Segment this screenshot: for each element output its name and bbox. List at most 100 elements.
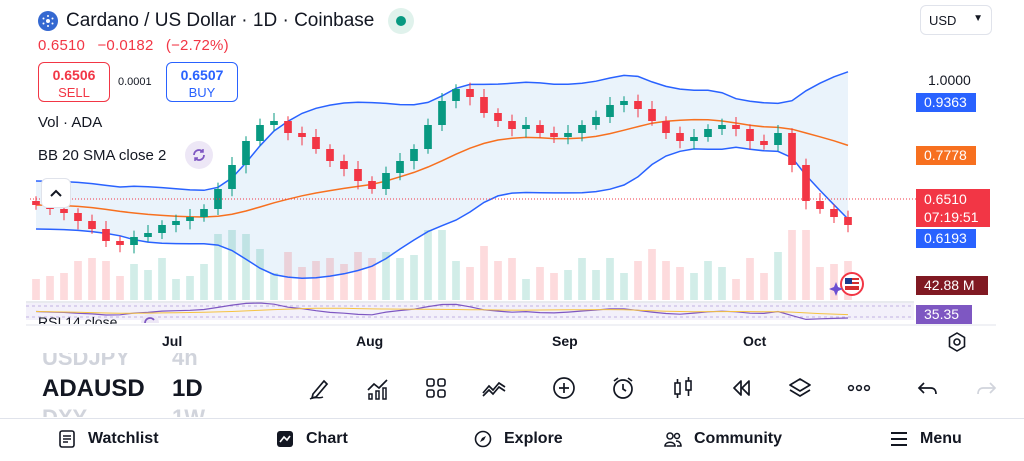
currency-value: USD	[929, 12, 957, 28]
bollinger-lower-line	[35, 146, 849, 279]
candle-body	[172, 221, 180, 225]
candle-body	[550, 133, 558, 137]
bollinger-legend[interactable]: BB 20 SMA close 2	[38, 147, 167, 164]
price-chart[interactable]	[0, 0, 1024, 330]
more-icon[interactable]	[845, 374, 873, 402]
candle-body	[228, 165, 236, 189]
alert-icon[interactable]	[609, 374, 637, 402]
volume-bar	[396, 258, 404, 300]
candle-body	[564, 133, 572, 137]
volume-bar	[564, 270, 572, 300]
candle-body	[648, 109, 656, 121]
candle-body	[452, 89, 460, 101]
volume-bar	[592, 270, 600, 300]
layers-icon[interactable]	[786, 374, 814, 402]
nav-explore[interactable]: Explore	[474, 430, 563, 448]
nav-chart[interactable]: Chart	[276, 430, 348, 448]
candle-body	[760, 141, 768, 145]
candle-body	[144, 233, 152, 237]
volume-bar	[830, 264, 838, 300]
volume-bar	[116, 276, 124, 300]
symbol-title[interactable]: Cardano / US Dollar · 1D · Coinbase	[66, 10, 375, 31]
candle-body	[130, 237, 138, 245]
bb-basis-tag: 0.7778	[916, 146, 976, 165]
volume-bars	[32, 230, 852, 300]
nav-menu[interactable]: Menu	[890, 430, 962, 448]
volume-bar	[536, 267, 544, 300]
spread-value: 0.0001	[118, 76, 152, 88]
chevron-down-icon: ▼	[973, 13, 983, 24]
nav-explore-label: Explore	[504, 430, 563, 447]
volume-bar	[32, 279, 40, 300]
candle-body	[592, 117, 600, 125]
volume-bar	[158, 258, 166, 300]
volume-bar	[410, 255, 418, 300]
bb-lower-tag: 0.6193	[916, 229, 976, 248]
candle-body	[718, 125, 726, 129]
indicators-icon[interactable]	[364, 374, 392, 402]
volume-bar	[606, 258, 614, 300]
time-label-sep: Sep	[552, 333, 578, 349]
volume-bar	[718, 267, 726, 300]
compare-icon[interactable]	[480, 374, 508, 402]
bar-countdown: 07:19:51	[924, 209, 979, 225]
rsi-tag: 35.35	[916, 305, 972, 324]
collapse-legend-button[interactable]	[41, 178, 71, 208]
watchlist-icon	[59, 430, 75, 448]
volume-bar	[242, 234, 250, 300]
candle-body	[200, 209, 208, 217]
us-events-flag-icon	[840, 272, 864, 296]
chart-icon	[277, 431, 293, 447]
candle-body	[298, 133, 306, 137]
candle-body	[746, 129, 754, 141]
symbol-picker[interactable]: USDJPY 4h ADAUSD 1D DXY 1W	[42, 353, 242, 417]
candle-body	[606, 105, 614, 117]
bottom-navigation: Watchlist Chart Explore Community Menu	[0, 418, 1024, 461]
undo-icon[interactable]	[914, 374, 942, 402]
volume-bar	[760, 273, 768, 300]
nav-watchlist[interactable]: Watchlist	[58, 430, 159, 448]
volume-bar	[186, 276, 194, 300]
volume-bar	[438, 230, 446, 300]
volume-bar	[270, 273, 278, 300]
candle-body	[844, 217, 852, 225]
volume-bar	[354, 252, 362, 300]
volume-bar	[508, 258, 516, 300]
candle-body	[256, 125, 264, 141]
replay-icon[interactable]	[727, 374, 755, 402]
candle-body	[676, 133, 684, 141]
add-icon[interactable]	[550, 374, 578, 402]
sell-label: SELL	[58, 85, 90, 100]
buy-price: 0.6507	[180, 67, 224, 83]
nav-community[interactable]: Community	[664, 430, 782, 448]
candle-body	[284, 121, 292, 133]
market-status-icon[interactable]	[388, 8, 415, 34]
candle-body	[536, 125, 544, 133]
candle-body	[270, 121, 278, 125]
buy-button[interactable]: 0.6507 BUY	[166, 62, 238, 102]
last-price-tag: 0.6510 07:19:51	[916, 189, 990, 227]
volume-bar	[340, 264, 348, 300]
draw-icon[interactable]	[306, 374, 334, 402]
volume-bar	[746, 258, 754, 300]
chart-type-icon[interactable]	[669, 374, 697, 402]
sell-button[interactable]: 0.6506 SELL	[38, 62, 110, 102]
candle-body	[620, 101, 628, 105]
volume-legend[interactable]: Vol · ADA	[38, 114, 103, 131]
rsi-legend[interactable]: RSI 14 close	[38, 314, 118, 324]
layouts-icon[interactable]	[422, 374, 450, 402]
candle-body	[480, 97, 488, 113]
candle-body	[494, 113, 502, 121]
currency-select[interactable]: USD ▼	[920, 5, 992, 35]
volume-bar	[732, 279, 740, 300]
candle-body	[704, 129, 712, 137]
candle-body	[102, 229, 110, 241]
chevron-up-icon	[50, 189, 62, 197]
candle-body	[368, 181, 376, 189]
volume-bar	[452, 261, 460, 300]
candle-body	[438, 101, 446, 125]
symbol-header[interactable]: Cardano / US Dollar · 1D · Coinbase	[38, 8, 415, 34]
chart-settings-icon[interactable]	[946, 331, 968, 353]
candle-body	[816, 201, 824, 209]
redo-icon[interactable]	[972, 374, 1000, 402]
